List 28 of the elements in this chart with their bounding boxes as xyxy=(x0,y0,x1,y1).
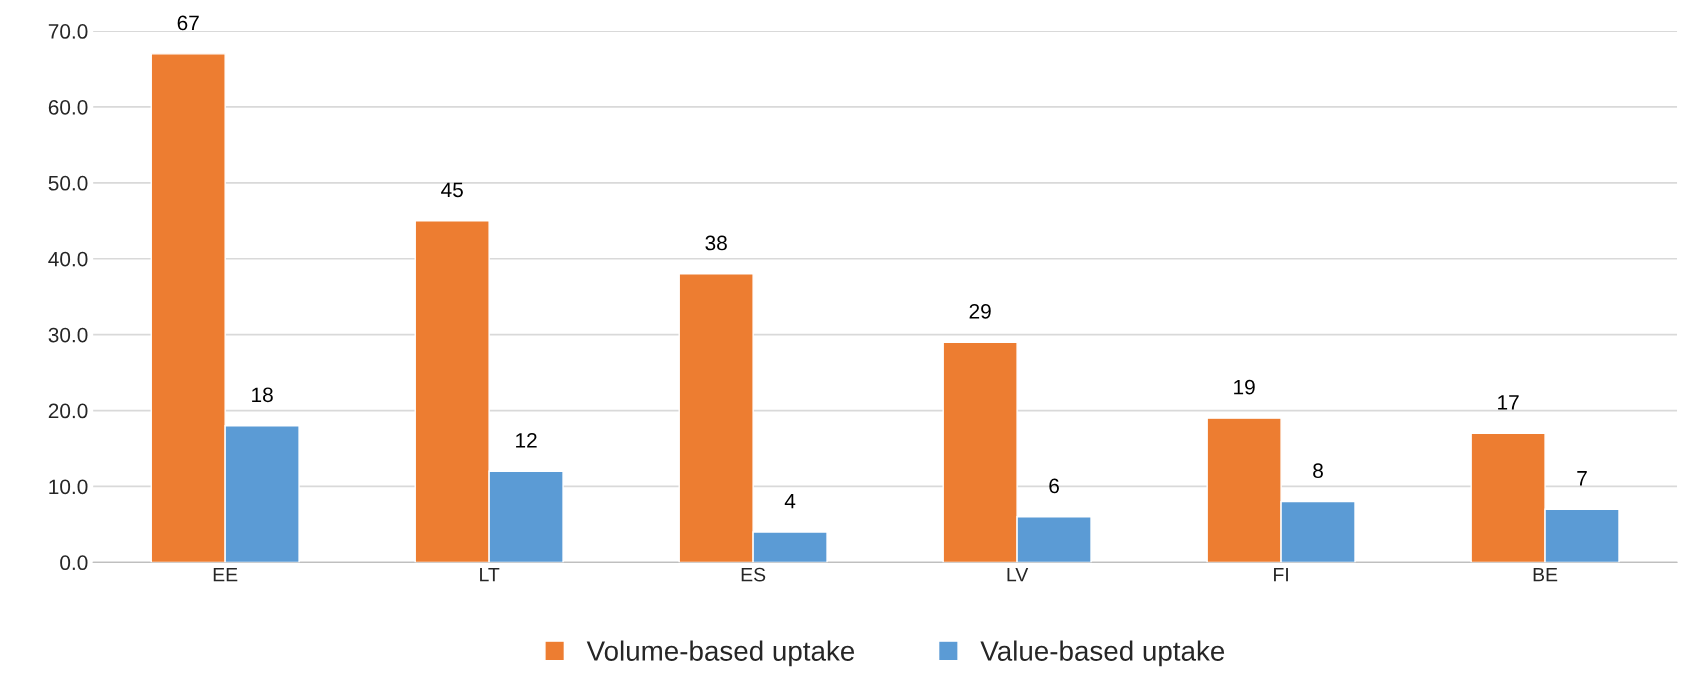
legend-label: Value-based uptake xyxy=(980,640,1225,667)
data-label: 38 xyxy=(705,235,727,251)
data-label: 29 xyxy=(969,303,991,319)
y-tick-label: 60.0 xyxy=(48,99,88,115)
y-tick-label: 0.0 xyxy=(60,555,88,571)
y-tick-label: 30.0 xyxy=(48,327,88,343)
data-label: 6 xyxy=(1049,478,1059,494)
data-label: 8 xyxy=(1313,463,1323,479)
x-tick-label: BE xyxy=(1533,567,1558,582)
x-tick-label: ES xyxy=(741,567,766,582)
x-tick-label: FI xyxy=(1274,567,1288,582)
data-label: 12 xyxy=(516,432,537,448)
y-tick-label: 70.0 xyxy=(48,24,88,39)
data-label: 45 xyxy=(441,182,463,198)
data-label: 17 xyxy=(1498,395,1519,410)
legend-label: Volume-based uptake xyxy=(586,640,855,667)
x-tick-label: EE xyxy=(213,567,238,582)
data-label: 67 xyxy=(177,15,199,31)
data-label: 18 xyxy=(252,387,273,403)
y-tick-label: 20.0 xyxy=(48,403,88,419)
data-label: 19 xyxy=(1234,379,1255,395)
x-tick-label: LV xyxy=(1007,567,1029,582)
y-tick-label: 40.0 xyxy=(48,251,88,267)
y-tick-label: 10.0 xyxy=(49,479,88,495)
data-label: 7 xyxy=(1577,471,1587,486)
data-label: 4 xyxy=(784,493,796,509)
y-tick-label: 50.0 xyxy=(48,175,88,191)
x-tick-label: LT xyxy=(480,567,500,582)
